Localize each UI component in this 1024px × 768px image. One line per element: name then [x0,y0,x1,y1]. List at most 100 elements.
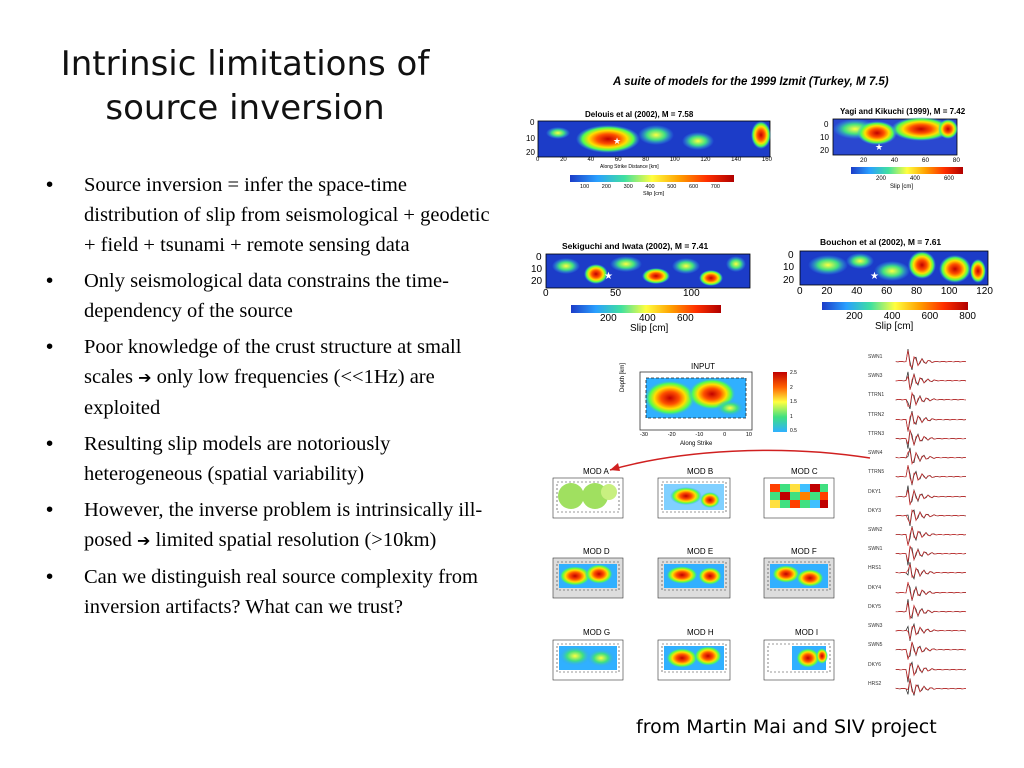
colorbar-label: Slip [cm] [630,323,669,334]
y-tick: 0 [530,118,535,127]
seismogram-trace [895,642,967,661]
y-tick: 10 [531,264,543,275]
seismogram-trace [895,465,967,486]
colorbar-tick: 1.5 [790,399,797,405]
station-label: DKY5 [868,603,882,610]
trace-line [895,465,967,486]
x-tick: 60 [921,157,930,164]
mod-e-map [657,557,731,599]
trace-line [895,450,967,466]
trace-line [895,411,967,431]
mod-f-map [763,557,835,599]
bullet-item: However, the inverse problem is intrinsi… [42,495,492,556]
bullet-text: However, the inverse problem is intrinsi… [84,499,483,551]
x-tick: 0 [797,286,803,297]
mod-d-map [552,557,624,599]
trace-line [895,581,967,601]
colorbar-tick: 400 [883,311,901,322]
trace-line [895,391,966,408]
x-tick: 20 [860,157,868,164]
input-panel-title: INPUT [691,362,715,371]
x-tick: 160 [761,157,772,163]
x-tick: 0 [723,432,727,438]
slip-map-delouis: ★ [537,120,771,158]
colorbar-tick: 600 [677,313,694,324]
svg-text:★: ★ [875,143,883,153]
svg-text:★: ★ [870,271,879,282]
seismogram-trace [895,599,967,620]
trace-line [895,509,967,526]
mod-panel-title: MOD F [791,547,817,556]
colorbar-label: Slip [cm] [643,191,665,197]
siv-input-map [639,371,753,431]
trace-line [895,602,967,620]
trace-line [895,642,967,661]
input-x-ticks: -30 -20 -10 0 10 [640,432,752,438]
colorbar-tick: 400 [909,176,920,182]
bullet-text: Poor knowledge of the crust structure at… [84,336,462,388]
station-label: SWN3 [868,623,883,630]
station-label: SWN1 [868,354,883,360]
x-ticks: 0 20 40 60 80 100 120 [797,286,993,297]
y-tick: 20 [783,275,795,286]
seismogram-trace [895,391,967,410]
trace-line [895,625,967,640]
x-tick: 20 [821,286,833,297]
seismogram-trace [895,581,967,601]
station-label: TTRN5 [868,469,885,476]
colorbar-tick: 300 [623,184,633,190]
station-label: DKY4 [868,584,882,591]
mod-g-map [552,639,624,681]
colorbar [851,167,963,174]
mod-panel-title: MOD A [583,467,609,476]
mod-h-map [657,639,731,681]
trace-line [895,622,967,642]
seismogram-trace [895,410,967,432]
x-tick: 140 [731,157,742,163]
seismogram-trace [895,371,967,391]
seismogram-trace [895,545,967,566]
mod-b-map [657,477,731,519]
colorbar-tick: 2 [790,384,793,391]
x-tick: 0 [536,157,540,163]
y-tick: 0 [824,120,829,129]
colorbar-tick: 700 [710,184,720,190]
model-label: Bouchon et al (2002), M = 7.61 [820,237,942,247]
y-tick: 10 [820,133,829,142]
seismogram-trace [895,508,967,526]
bullet-list: Source inversion = infer the space-time … [42,170,492,628]
bullet-item: Source inversion = infer the space-time … [42,170,492,260]
colorbar-label: Slip [cm] [875,321,914,332]
station-label: HRS2 [868,680,882,687]
seismogram-trace [895,349,967,370]
mod-i-map [763,639,835,681]
model-label: Yagi and Kikuchi (1999), M = 7.42 [840,107,966,116]
colorbar [570,175,734,182]
colorbar-tick: 400 [639,313,656,324]
station-label: DKY6 [868,661,882,668]
seismogram-column: SWN1 SWN3 TTRN1 TTRN2 TTRN3 SWN4 TTRN5 DKY1 DKY3… [868,349,988,698]
bullet-text: limited spatial resolution (>10km) [150,529,437,551]
colorbar-tick: 0.5 [790,428,797,434]
seismogram-trace [895,622,967,642]
station-label: TTRN2 [868,411,885,418]
trace-line [895,489,967,505]
svg-text:★: ★ [613,137,621,147]
colorbar-tick: 100 [580,184,590,190]
x-tick: 100 [669,157,680,163]
model-label: Sekiguchi and Iwata (2002), M = 7.41 [562,241,709,251]
x-tick: 80 [952,157,960,164]
bullet-text: Source inversion = infer the space-time … [84,174,490,256]
input-colorbar-ticks: 2.5 2 1.5 1 0.5 [790,370,797,434]
y-tick: 20 [820,146,829,155]
colorbar-tick: 600 [943,176,954,182]
station-label: DKY1 [868,488,882,495]
input-y-label: Depth [km] [620,362,626,392]
station-label: SWN3 [868,373,883,380]
trace-line [895,564,967,579]
connector-arrow [609,449,871,471]
x-tick: 60 [614,157,622,163]
y-tick: 0 [788,250,794,261]
colorbar-ticks: 200 400 600 800 [846,311,976,322]
x-tick: 60 [881,286,893,297]
